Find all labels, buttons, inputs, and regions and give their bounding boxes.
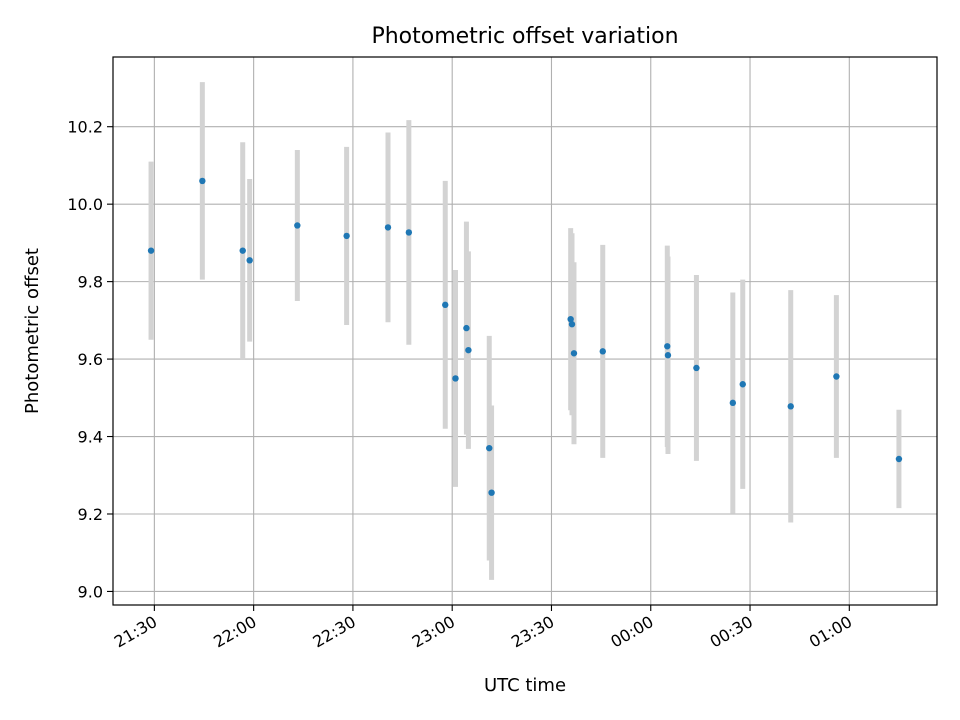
data-point [442, 301, 449, 309]
data-point [147, 247, 155, 254]
data-point [246, 257, 253, 264]
data-point [239, 247, 246, 254]
data-point [199, 177, 206, 185]
x-axis-label: UTC time [484, 675, 566, 696]
chart-title: Photometric offset variation [371, 24, 678, 49]
grid-layer [113, 57, 937, 605]
y-tick-label: 9.6 [78, 350, 103, 369]
data-point [739, 381, 746, 388]
data-point [343, 232, 350, 240]
data-point [452, 375, 459, 382]
data-point [787, 403, 794, 410]
data-point [570, 350, 578, 357]
data-point [729, 399, 737, 407]
data-point [384, 224, 392, 231]
plot-frame [112, 56, 938, 606]
y-tick-label: 10.2 [67, 118, 103, 137]
data-point [488, 489, 495, 496]
data-point [833, 373, 840, 380]
data-point [405, 229, 413, 236]
data-point [465, 346, 472, 354]
data-point [568, 321, 576, 328]
data-point [664, 343, 671, 350]
y-tick-label: 9.8 [78, 273, 103, 292]
data-point [664, 352, 672, 359]
data-point [599, 348, 606, 355]
y-tick-label: 9.0 [78, 582, 103, 601]
y-tick-label: 9.2 [78, 505, 103, 524]
data-point [294, 222, 301, 229]
plot-area [113, 57, 937, 605]
data-point [486, 444, 493, 452]
y-axis-label: Photometric offset [22, 248, 43, 414]
data-point [693, 364, 700, 372]
data-point [463, 324, 470, 332]
y-tick-label: 9.4 [78, 428, 103, 447]
point-layer [147, 177, 903, 496]
y-tick-label: 10.0 [67, 195, 103, 214]
data-point [895, 455, 903, 463]
data-point [567, 315, 574, 323]
